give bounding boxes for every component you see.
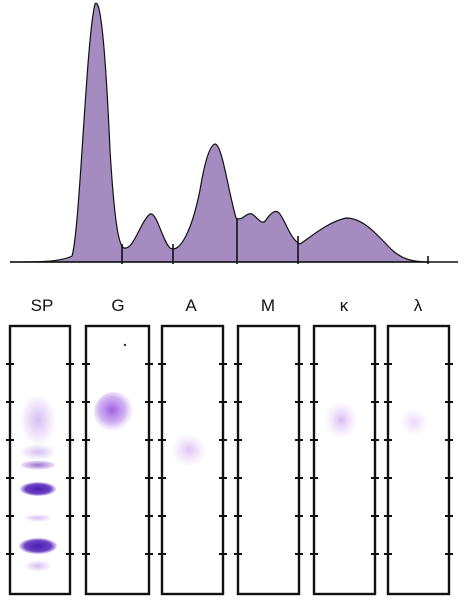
lane-label-sp: SP — [30, 296, 54, 315]
band-lambda — [400, 408, 428, 436]
lane-label-kappa: κ — [339, 296, 349, 315]
fraction-dividers — [121, 218, 429, 264]
densitometry-curve — [9, 2, 431, 263]
band-sp-band-main — [19, 538, 57, 554]
band-sp-trail — [24, 560, 52, 572]
band-sp-band-1 — [21, 460, 55, 470]
lane-label-m: M — [260, 296, 276, 315]
strip-kappa — [312, 324, 377, 596]
band-sp-band-3 — [23, 514, 53, 522]
electrophoresis-strips — [6, 324, 453, 596]
band-kappa — [325, 402, 357, 438]
band-g-igg — [94, 392, 134, 432]
strip-a — [160, 324, 225, 596]
lane-label-g: G — [111, 296, 125, 315]
strip-g-frame — [84, 324, 151, 596]
strip-tick-marks — [6, 363, 453, 555]
strip-m-frame — [236, 324, 301, 596]
band-sp-band-2 — [20, 482, 56, 496]
band-sp-alpha — [20, 444, 56, 460]
strip-g — [84, 324, 151, 596]
strip-lambda — [386, 324, 451, 596]
band-a-iga — [172, 434, 206, 466]
strip-lambda-frame — [386, 324, 451, 596]
lane-label-a: A — [185, 296, 197, 315]
strip-sp — [8, 324, 72, 596]
strip-kappa-frame — [312, 324, 377, 596]
speck-g — [123, 343, 127, 347]
band-sp-albumin-smear — [20, 394, 56, 446]
lane-label-lambda: λ — [413, 296, 423, 315]
strip-m — [236, 324, 301, 596]
densitometry-curve-plot — [9, 2, 458, 264]
